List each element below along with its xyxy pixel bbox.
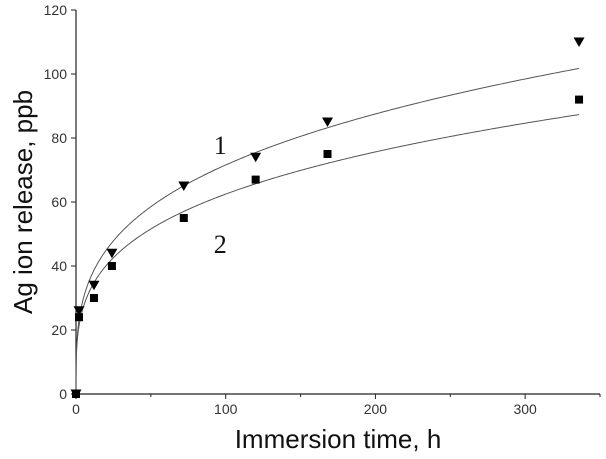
data-markers — [70, 37, 585, 399]
marker-series-2 — [575, 95, 584, 104]
marker-series-2 — [89, 294, 98, 302]
marker-series-2 — [72, 390, 80, 398]
marker-series-1 — [88, 280, 100, 291]
series-label-1: 1 — [214, 131, 227, 160]
marker-series-1 — [178, 181, 190, 191]
fit-curves — [75, 67, 580, 394]
marker-series-1 — [73, 306, 85, 316]
marker-series-1 — [106, 248, 118, 259]
x-tick-label: 200 — [364, 401, 388, 417]
marker-series-1 — [322, 117, 334, 127]
series-label-2: 2 — [214, 230, 227, 259]
series-annotations: 12 — [214, 131, 227, 259]
x-axis-title: Immersion time, h — [235, 424, 442, 454]
y-tick-label: 60 — [51, 194, 67, 210]
fit-curve-series-2 — [75, 114, 580, 394]
y-tick-label: 0 — [59, 386, 67, 402]
y-tick-label: 40 — [51, 258, 67, 274]
x-tick-label: 0 — [72, 401, 80, 417]
y-tick-label: 120 — [44, 2, 68, 18]
y-axis-title: Ag ion release, ppb — [8, 90, 38, 314]
marker-series-1 — [250, 152, 262, 163]
fit-curve-series-1 — [75, 67, 580, 394]
marker-series-1 — [573, 37, 585, 47]
marker-series-2 — [179, 214, 188, 222]
y-tick-label: 20 — [51, 322, 67, 338]
y-tick-label: 80 — [51, 130, 67, 146]
ticks: 0 20 40 60 80 100 120 0 100 200 300 — [44, 2, 601, 417]
marker-series-2 — [323, 150, 332, 158]
x-tick-label: 300 — [513, 401, 537, 417]
y-tick-label: 100 — [44, 66, 68, 82]
x-tick-label: 100 — [214, 401, 238, 417]
marker-series-2 — [74, 313, 83, 322]
marker-series-2 — [251, 175, 260, 184]
marker-series-2 — [107, 262, 116, 270]
axes — [75, 10, 600, 395]
